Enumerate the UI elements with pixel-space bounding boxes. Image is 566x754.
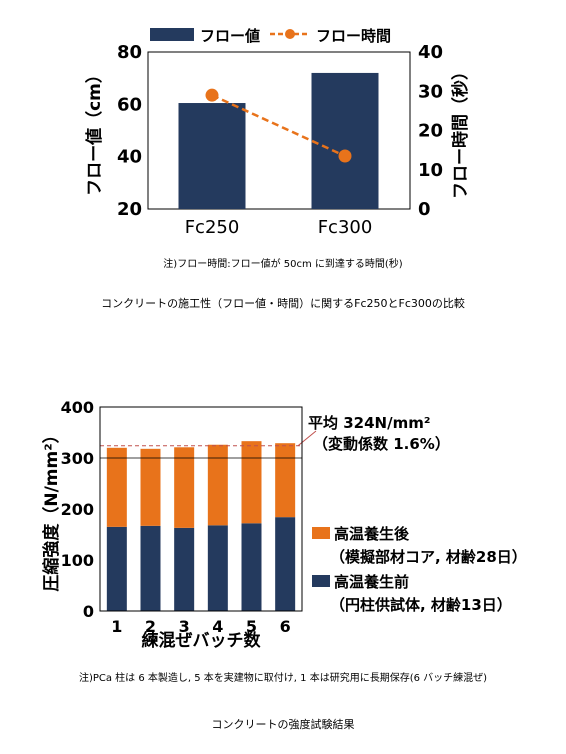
chart1-caption: コンクリートの施工性（フロー値・時間）に関するFc250とFc300の比較 xyxy=(101,296,465,310)
line-flow-time xyxy=(211,94,346,158)
x-tick-label: 2 xyxy=(145,617,156,636)
bar-flow-value xyxy=(178,103,246,209)
flow-chart: フロー値 フロー時間 20 40 60 80 0 10 20 30 40 Fc250 Fc300… xyxy=(84,27,471,310)
y-left-tick-label: 80 xyxy=(117,42,142,63)
chart1-legend: フロー値 フロー時間 xyxy=(150,27,391,45)
y-left-tick-label: 20 xyxy=(117,199,142,220)
legend-bar-swatch xyxy=(150,28,194,41)
chart2-bars xyxy=(106,441,296,611)
bar-after-curing xyxy=(207,444,228,526)
chart2-x-label: 練混ぜバッチ数 xyxy=(142,630,262,651)
y-right-tick-label: 0 xyxy=(418,199,431,220)
legend-before-sub: （円柱供試体, 材齢13日） xyxy=(330,596,512,614)
bar-before-curing xyxy=(207,525,228,611)
legend-after-sub: （模擬部材コア, 材齢28日） xyxy=(330,548,527,566)
y-tick-label: 0 xyxy=(83,602,94,621)
y-tick-label: 200 xyxy=(61,500,94,519)
y-left-tick-label: 60 xyxy=(117,94,142,115)
y-left-tick-label: 40 xyxy=(117,147,142,168)
chart2-cv-label: （変動係数 1.6%） xyxy=(313,435,450,453)
y-tick-label: 100 xyxy=(61,551,94,570)
y-right-tick-label: 40 xyxy=(418,42,443,63)
chart1-plot-frame xyxy=(147,51,411,210)
legend-before-label: 高温養生前 xyxy=(334,573,409,591)
bar-after-curing xyxy=(174,447,195,528)
point-flow-time xyxy=(338,149,352,163)
x-tick-label: 3 xyxy=(179,617,190,636)
chart2-plot-frame xyxy=(99,406,303,612)
y-right-tick-label: 30 xyxy=(418,81,443,102)
legend-flow-time: フロー時間 xyxy=(316,27,391,45)
legend-after-swatch xyxy=(312,527,330,539)
chart1-y-left-label: フロー値（cm） xyxy=(84,66,105,196)
legend-flow-value: フロー値 xyxy=(200,27,260,45)
chart2-caption: コンクリートの強度試験結果 xyxy=(212,717,355,731)
bar-after-curing xyxy=(106,447,127,527)
bar-before-curing xyxy=(106,526,127,611)
chart1-note: 注)フロー時間:フロー値が 50cm に到達する時間(秒) xyxy=(163,257,402,270)
y-right-tick-label: 20 xyxy=(418,121,443,142)
chart1-right-ticks: 0 10 20 30 40 xyxy=(418,42,443,220)
chart2-average-leader xyxy=(297,430,317,447)
chart2-y-label: 圧縮強度（N/mm²） xyxy=(41,426,62,591)
x-tick-label: Fc300 xyxy=(318,217,373,238)
strength-chart: 0 100 200 300 400 1 2 3 4 5 6 平均 324N/mm² （変動係数 1… xyxy=(41,398,527,731)
chart1-bars xyxy=(178,72,379,209)
bar-before-curing xyxy=(241,523,262,611)
bar-before-curing xyxy=(174,527,195,611)
x-tick-label: 5 xyxy=(246,617,257,636)
legend-before-swatch xyxy=(312,575,330,587)
chart1-line-series xyxy=(205,88,352,163)
y-tick-label: 400 xyxy=(61,398,94,417)
x-tick-label: 4 xyxy=(212,617,223,636)
chart2-y-ticks: 0 100 200 300 400 xyxy=(61,398,94,621)
chart2-average-label: 平均 324N/mm² xyxy=(308,414,430,432)
bar-after-curing xyxy=(275,443,296,518)
chart1-left-ticks: 20 40 60 80 xyxy=(117,42,142,220)
y-right-tick-label: 10 xyxy=(418,160,443,181)
legend-line-marker xyxy=(285,29,295,39)
legend-after-label: 高温養生後 xyxy=(334,525,410,543)
bar-after-curing xyxy=(140,448,161,526)
bar-flow-value xyxy=(311,72,379,209)
bar-before-curing xyxy=(140,525,161,611)
x-tick-label: 1 xyxy=(111,617,122,636)
chart2-x-ticks: 1 2 3 4 5 6 xyxy=(111,617,290,636)
bar-after-curing xyxy=(241,441,262,524)
y-tick-label: 300 xyxy=(61,449,94,468)
point-flow-time xyxy=(205,88,219,102)
chart2-legend: 高温養生後 （模擬部材コア, 材齢28日） 高温養生前 （円柱供試体, 材齢13… xyxy=(312,525,527,614)
x-tick-label: 6 xyxy=(280,617,291,636)
chart2-note: 注)PCa 柱は 6 本製造し, 5 本を実建物に取付け, 1 本は研究用に長期… xyxy=(79,671,487,684)
chart1-y-right-label: フロー時間（秒） xyxy=(450,63,471,199)
chart1-x-ticks: Fc250 Fc300 xyxy=(185,217,373,238)
bar-before-curing xyxy=(275,517,296,611)
x-tick-label: Fc250 xyxy=(185,217,240,238)
